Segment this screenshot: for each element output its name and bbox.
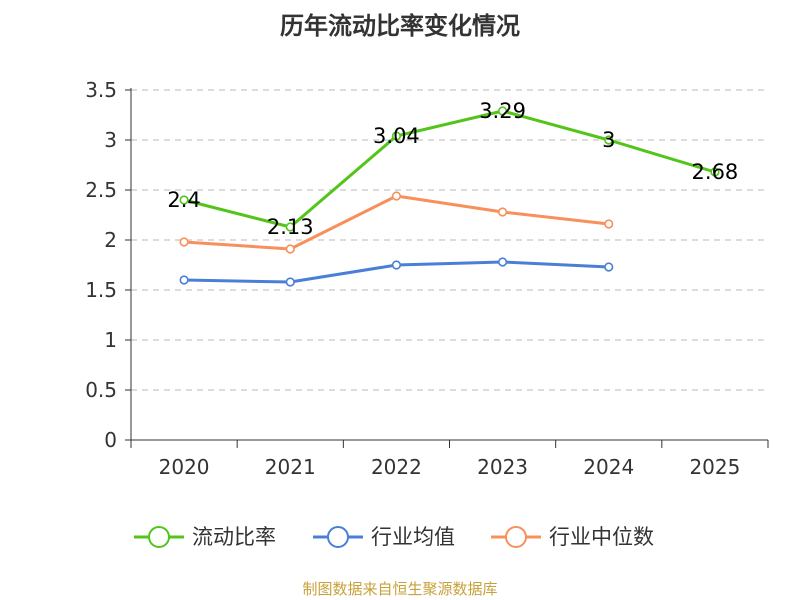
y-tick-label: 2 (104, 228, 117, 252)
data-point (604, 135, 614, 145)
y-tick-label: 1 (104, 328, 117, 352)
data-point (497, 257, 508, 267)
data-point (604, 262, 614, 272)
x-tick-label: 2020 (159, 455, 210, 479)
data-point (391, 260, 402, 270)
y-tick-label: 3 (104, 128, 117, 152)
data-point (497, 207, 508, 217)
x-tick-label: 2023 (477, 455, 528, 479)
y-tick-label: 0.5 (85, 378, 117, 402)
data-point (391, 191, 402, 201)
data-point (710, 167, 720, 177)
data-point (497, 106, 508, 116)
legend-label: 行业中位数 (549, 525, 654, 549)
y-tick-label: 2.5 (85, 178, 117, 202)
legend-marker (505, 526, 527, 548)
legend-label: 流动比率 (192, 525, 276, 549)
legend-label: 行业均值 (371, 525, 455, 549)
series-line (183, 194, 609, 251)
data-point (179, 195, 189, 205)
data-label: 3 (602, 128, 615, 152)
x-tick-label: 2024 (583, 455, 634, 479)
data-label: 3.04 (373, 124, 420, 148)
data-label: 3.29 (479, 99, 526, 123)
chart-title: 历年流动比率变化情况 (280, 12, 520, 40)
data-point (285, 244, 295, 254)
data-point (391, 131, 402, 141)
data-point (179, 275, 189, 285)
y-tick-label: 0 (104, 428, 117, 452)
x-tick-label: 2025 (689, 455, 740, 479)
x-tick-label: 2022 (371, 455, 422, 479)
legend-marker (327, 526, 349, 548)
y-tick-label: 1.5 (85, 278, 117, 302)
y-tick-label: 3.5 (85, 78, 117, 102)
data-point (285, 277, 295, 287)
source-label: 制图数据来自恒生聚源数据库 (302, 580, 498, 598)
data-label: 2.4 (167, 188, 200, 212)
data-point (179, 237, 189, 247)
data-point (285, 222, 295, 232)
data-point (604, 219, 614, 229)
data-label: 2.68 (692, 160, 739, 184)
data-label: 2.13 (267, 215, 314, 239)
x-tick-label: 2021 (265, 455, 316, 479)
legend-marker (148, 526, 170, 548)
series-line (183, 109, 716, 229)
